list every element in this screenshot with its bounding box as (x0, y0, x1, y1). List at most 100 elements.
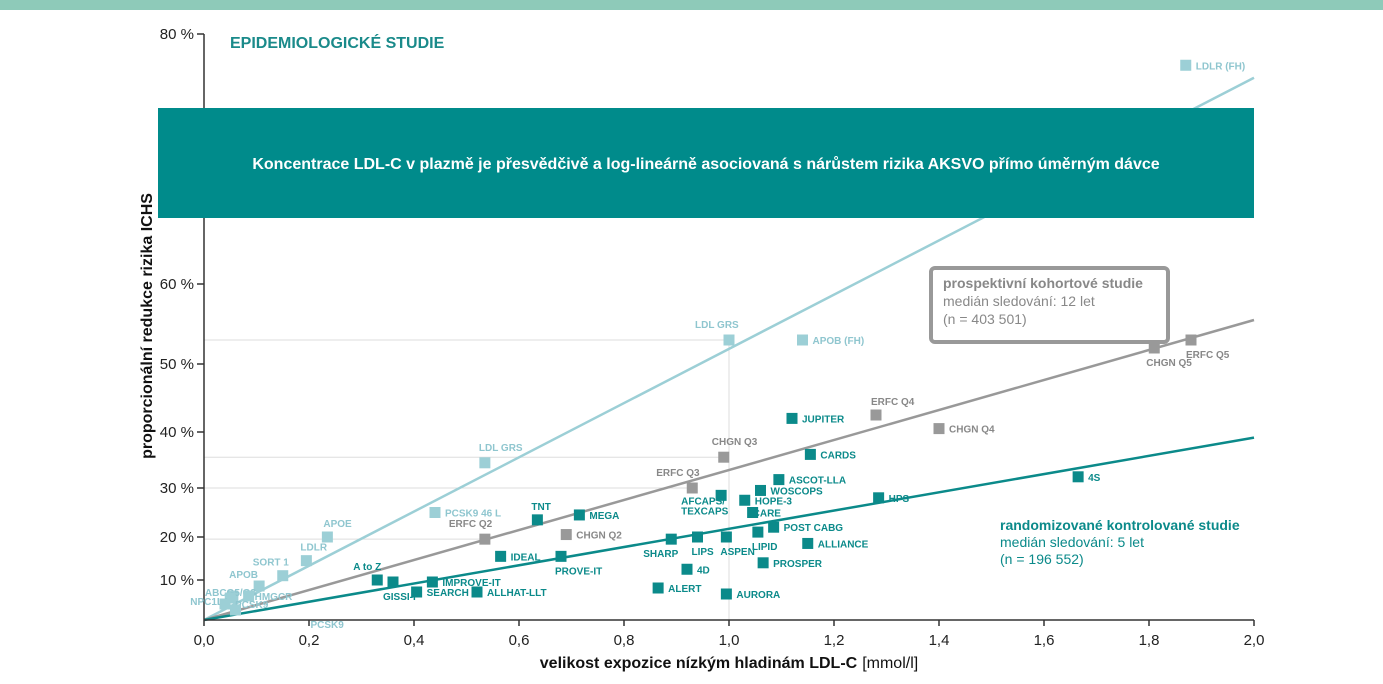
data-point-marker (219, 598, 231, 610)
data-point-marker (1185, 334, 1197, 346)
banner-background (158, 108, 1254, 218)
data-point-label: MEGA (589, 511, 619, 522)
data-point-label: APOB (FH) (813, 336, 865, 347)
data-point-label: ERFC Q3 (656, 468, 700, 479)
data-point-label: NPC1L1 (190, 597, 229, 608)
data-point-label: LIPID (752, 542, 778, 553)
data-point-label: SHARP (643, 549, 678, 560)
data-point-label: JUPITER (802, 414, 845, 425)
cohort-box-title: prospektivní kohortové studie (943, 275, 1143, 291)
data-point-marker (573, 509, 585, 521)
data-point-label: PCSK9 46 L (445, 509, 501, 520)
x-tick-label: 1,0 (719, 632, 740, 649)
epidemiological-title: EPIDEMIOLOGICKÉ STUDIE (230, 33, 445, 52)
data-point-marker (531, 514, 543, 526)
data-point-label: POST CABG (784, 523, 844, 534)
data-point-marker (371, 574, 383, 586)
data-point-marker (870, 409, 882, 421)
data-point-label: CHGN Q5 (1146, 358, 1192, 369)
banner-text: Koncentrace LDL-C v plazmě je přesvědčiv… (252, 156, 1159, 173)
data-point-marker (387, 576, 399, 588)
data-point-marker (230, 604, 241, 616)
data-point-marker (773, 474, 785, 486)
data-point-label: ERFC Q5 (1186, 350, 1230, 361)
data-point-label: CARDS (820, 450, 856, 461)
data-point-label: SORT 1 (253, 558, 290, 569)
trend-line-gray (203, 318, 1255, 622)
data-point-marker (429, 507, 441, 518)
y-tick-label: 50 % (160, 356, 194, 373)
x-ticks: 0,0 0,2 0,4 0,6 0,8 1,0 1,2 1,4 1,6 1,8 2,0 (194, 620, 1264, 649)
data-point-label: APOE (323, 519, 352, 530)
data-point-marker (797, 334, 808, 346)
data-point-marker (720, 588, 732, 600)
y-ticks: 10 % 20 % 30 % 40 % 50 % 60 % 80 % (160, 26, 204, 589)
data-point-marker (802, 537, 814, 549)
data-point-marker (723, 334, 735, 346)
data-point-marker (739, 494, 751, 506)
data-point-marker (1148, 342, 1160, 354)
x-axis-unit: [mmol/l] (862, 655, 918, 672)
data-point-label: ALERT (668, 584, 701, 595)
y-tick-label: 30 % (160, 480, 194, 497)
guide-lines (204, 339, 730, 620)
data-point-marker (479, 533, 491, 545)
data-point-label: GISSI-P (383, 592, 420, 603)
data-point-label: AURORA (736, 590, 780, 601)
data-point-label: ASPEN (720, 547, 754, 558)
data-point-marker (479, 457, 491, 469)
data-point-label: CHGN Q3 (712, 437, 758, 448)
x-tick-label: 1,2 (824, 632, 845, 649)
x-tick-label: 1,8 (1139, 632, 1160, 649)
data-point-marker (686, 482, 698, 494)
banner: Koncentrace LDL-C v plazmě je přesvědčiv… (158, 108, 1254, 218)
y-tick-label: 60 % (160, 276, 194, 293)
data-point-label: SEARCH (427, 588, 469, 599)
data-point-label: CARE (753, 509, 782, 520)
data-point-marker (715, 489, 727, 501)
data-point-marker (718, 451, 730, 463)
rct-legend: randomizované kontrolované studie medián… (1000, 517, 1240, 567)
x-tick-label: 0,4 (404, 632, 425, 649)
data-point-label: CHGN Q2 (576, 531, 622, 542)
data-point-marker (321, 531, 333, 543)
data-point-marker (1180, 59, 1192, 71)
data-point-label: LDL GRS (479, 443, 523, 454)
data-point-label: IMPROVE-IT (442, 578, 500, 589)
data-point-label: HPS (889, 494, 910, 505)
rct-box-line2: (n = 196 552) (1000, 551, 1084, 567)
y-tick-label: 20 % (160, 529, 194, 546)
data-point-label: A to Z (353, 562, 381, 573)
data-point-marker (426, 576, 438, 588)
data-point-label: PCSK9 (311, 620, 345, 631)
data-point-marker (243, 590, 255, 602)
data-point-label: LDLR (FH) (1196, 61, 1245, 72)
data-point-label: ALLIANCE (818, 539, 869, 550)
data-point-marker (555, 550, 567, 562)
data-point-marker (873, 492, 885, 504)
data-point-label: LDLR (300, 543, 327, 554)
x-tick-label: 1,6 (1034, 632, 1055, 649)
cohort-legend-box: prospektivní kohortové studie medián sle… (929, 266, 1170, 344)
data-point-label: AFCAPS/TEXCAPS (681, 496, 729, 517)
cohort-box-frame (929, 266, 1170, 344)
data-point-marker (752, 526, 764, 538)
top-accent-bar (0, 0, 1383, 10)
data-point-label: ERFC Q2 (449, 519, 493, 530)
data-point-marker (560, 529, 572, 541)
data-point-marker (495, 550, 507, 562)
data-point-marker (757, 557, 769, 569)
data-point-label: 4S (1088, 473, 1101, 484)
cohort-box-line1: medián sledování: 12 let (943, 293, 1095, 309)
data-point-label: ALLHAT-LLT (487, 588, 547, 599)
data-point-marker (786, 412, 798, 424)
data-points: LDLR (FH) LDL GRS APOB (FH) LDL GRS PCSK9 46… (190, 59, 1245, 631)
cohort-box-line2: (n = 403 501) (943, 311, 1027, 327)
data-point-label: IDEAL (511, 552, 541, 563)
x-tick-label: 0,2 (299, 632, 320, 649)
data-point-label: PCSK9 (235, 600, 269, 611)
x-tick-label: 0,8 (614, 632, 635, 649)
data-point-marker (681, 563, 693, 575)
x-axis-title: velikost expozice nízkým hladinám LDL-C[… (540, 655, 918, 672)
